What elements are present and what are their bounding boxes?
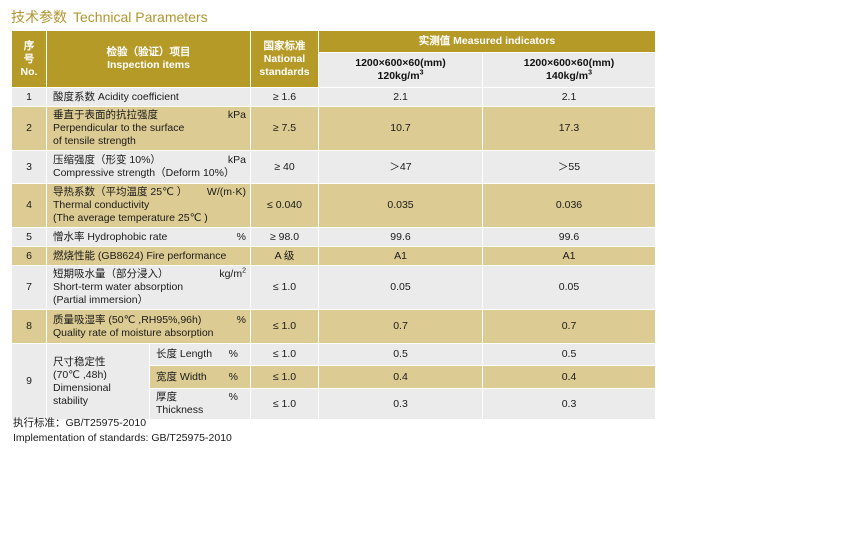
row-standard: A 级 [250, 246, 319, 266]
row-value-120: A1 [318, 246, 483, 266]
header-no: 序号 No. [11, 30, 47, 88]
table-row: 3 压缩强度（形变 10%） kPa Compressive strength（D… [11, 150, 656, 184]
row-value-120: 0.5 [318, 343, 483, 366]
row-value-120: 10.7 [318, 106, 483, 151]
row-no: 8 [11, 309, 47, 344]
row-standard: ≥ 40 [250, 150, 319, 184]
row-value-140: ＞55 [482, 150, 656, 184]
table-row: 4 导热系数（平均温度 25℃ ） W/(m·K) Thermal conduct… [11, 183, 656, 228]
row-item: 压缩强度（形变 10%） kPa Compressive strength（Def… [46, 150, 251, 184]
row-value-120: 0.7 [318, 309, 483, 344]
row-value-140: 2.1 [482, 87, 656, 107]
header-national-standards: 国家标准 National standards [250, 30, 319, 88]
row-no: 7 [11, 265, 47, 310]
page-title-en: Technical Parameters [73, 9, 208, 25]
row-value-120: 0.4 [318, 365, 483, 389]
row-item: 短期吸水量（部分浸入） kg/m2 Short-term water absorp… [46, 265, 251, 310]
row-item: 酸度系数 Acidity coefficient [46, 87, 251, 107]
row-unit: W/(m·K) [206, 186, 246, 198]
table-row: 8 质量吸湿率 (50℃ ,RH95%,96h)% Quality rate o… [11, 309, 656, 344]
table-row: 6 燃烧性能 (GB8624) Fire performance A 级 A1 … [11, 246, 656, 266]
sub-item-width: 宽度 Width% [149, 365, 251, 389]
row-no: 9 [11, 343, 47, 420]
row-standard: ≤ 0.040 [250, 183, 319, 228]
row-value-120: 0.3 [318, 388, 483, 420]
header-spec-140: 1200×600×60(mm) 140kg/m3 [482, 52, 656, 88]
row-standard: ≥ 1.6 [250, 87, 319, 107]
row-standard: ≤ 1.0 [250, 388, 319, 420]
row-unit: kg/m2 [219, 267, 246, 281]
row-value-140: 0.4 [482, 365, 656, 389]
table-header-row: 序号 No. 检验（验证）项目 Inspection items 国家标准 Natio… [11, 30, 656, 88]
row-value-140: 0.036 [482, 183, 656, 228]
sub-item-thickness: 厚度 Thickness% [149, 388, 251, 420]
row-item: 燃烧性能 (GB8624) Fire performance [46, 246, 251, 266]
page-title: 技术参数 Technical Parameters [11, 7, 208, 27]
row-value-140: 0.3 [482, 388, 656, 420]
header-measured-indicators: 实测值 Measured indicators [318, 30, 656, 53]
row-value-120: 99.6 [318, 227, 483, 247]
row-item: 憎水率 Hydrophobic rate% [46, 227, 251, 247]
row-unit: kPa [227, 109, 246, 121]
row-value-120: ＞47 [318, 150, 483, 184]
table-row: 2 垂直于表面的抗拉强度 kPa Perpendicular to the sur… [11, 106, 656, 151]
row-value-120: 0.035 [318, 183, 483, 228]
row-unit: % [236, 313, 246, 326]
row-value-120: 2.1 [318, 87, 483, 107]
row-no: 4 [11, 183, 47, 228]
row-unit: % [236, 230, 246, 243]
header-spec-120: 1200×600×60(mm) 120kg/m3 [318, 52, 483, 88]
table-subheader-row: 1200×600×60(mm) 120kg/m3 1200×600×60(mm)… [12, 52, 656, 88]
row-standard: ≤ 1.0 [250, 309, 319, 344]
row-no: 5 [11, 227, 47, 247]
technical-parameters-table: 序号 No. 检验（验证）项目 Inspection items 国家标准 Natio… [11, 30, 656, 420]
row-value-140: 0.5 [482, 343, 656, 366]
row-item: 垂直于表面的抗拉强度 kPa Perpendicular to the surfa… [46, 106, 251, 151]
table-row: 9 尺寸稳定性 (70℃ ,48h) Dimensional stability 长度… [11, 343, 656, 420]
footer-standard-cn: 执行标准：GB/T25975-2010 [13, 417, 147, 429]
row-value-140: 99.6 [482, 227, 656, 247]
row-value-140: 17.3 [482, 106, 656, 151]
row-standard: ≤ 1.0 [250, 265, 319, 310]
row-no: 1 [11, 87, 47, 107]
row-no: 2 [11, 106, 47, 151]
row-standard: ≥ 7.5 [250, 106, 319, 151]
row-item: 质量吸湿率 (50℃ ,RH95%,96h)% Quality rate of … [46, 309, 251, 344]
row-value-140: A1 [482, 246, 656, 266]
table-row: 1 酸度系数 Acidity coefficient ≥ 1.6 2.1 2.1 [11, 87, 656, 107]
table-row: 7 短期吸水量（部分浸入） kg/m2 Short-term water abso… [11, 265, 656, 310]
row-unit: kPa [227, 154, 246, 166]
footer-standard-en: Implementation of standards: GB/T25975-2… [13, 432, 232, 444]
row-value-140: 0.05 [482, 265, 656, 310]
sub-item-length: 长度 Length% [149, 343, 251, 366]
row-value-140: 0.7 [482, 309, 656, 344]
row-standard: ≥ 98.0 [250, 227, 319, 247]
row-no: 6 [11, 246, 47, 266]
page-title-cn: 技术参数 [11, 9, 67, 25]
row-standard: ≤ 1.0 [250, 343, 319, 366]
row-item-dimensional-stability: 尺寸稳定性 (70℃ ,48h) Dimensional stability [46, 343, 150, 420]
row-standard: ≤ 1.0 [250, 365, 319, 389]
header-inspection-items: 检验（验证）项目 Inspection items [46, 30, 251, 88]
table-row: 5 憎水率 Hydrophobic rate% ≥ 98.0 99.6 99.6 [11, 227, 656, 247]
row-value-120: 0.05 [318, 265, 483, 310]
row-item: 导热系数（平均温度 25℃ ） W/(m·K) Thermal conductiv… [46, 183, 251, 228]
row-no: 3 [11, 150, 47, 184]
